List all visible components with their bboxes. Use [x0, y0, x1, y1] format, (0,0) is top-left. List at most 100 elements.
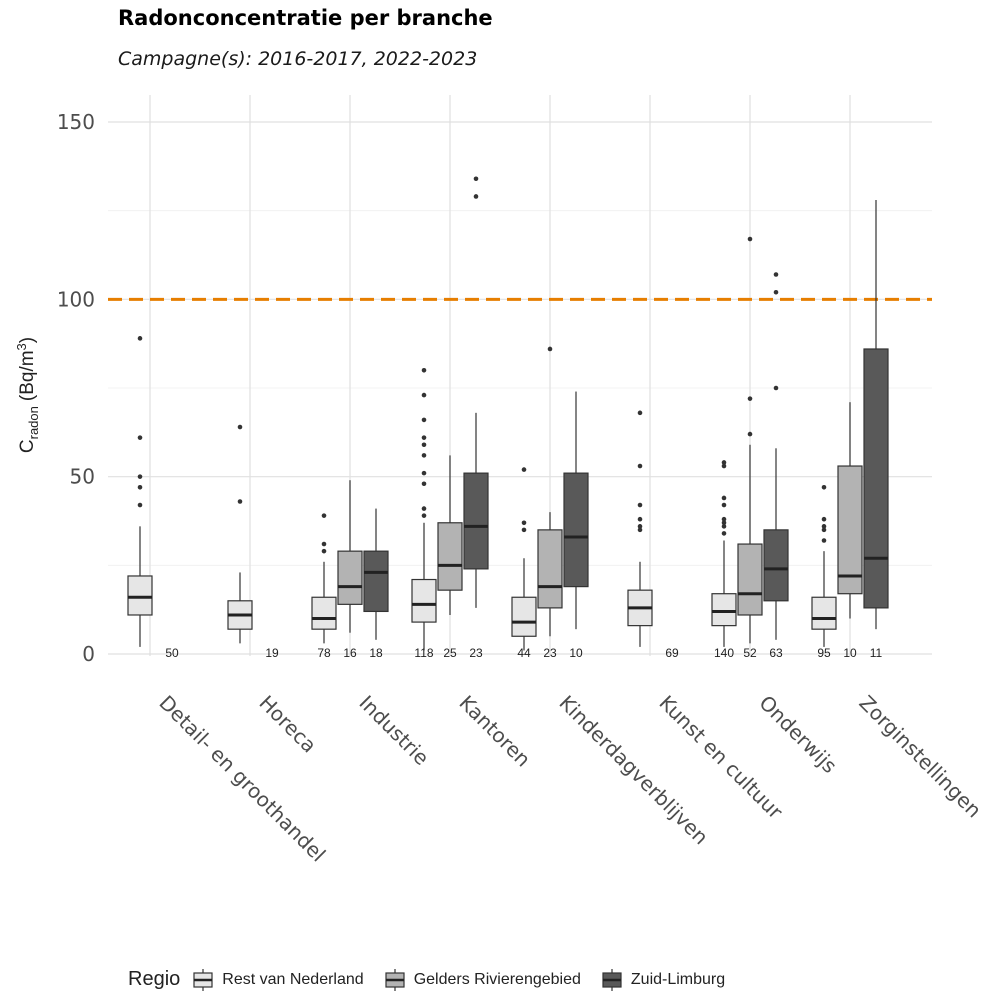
- outlier-point: [721, 520, 727, 526]
- outlier-point: [473, 194, 479, 199]
- y-axis-title-sub: radon: [26, 406, 41, 439]
- y-tick-label: 100: [57, 287, 95, 311]
- box-3-0: 118: [411, 367, 437, 660]
- legend-key-rest: [192, 968, 214, 991]
- outlier-point: [321, 541, 327, 547]
- outlier-point: [821, 524, 827, 529]
- count-label: 23: [469, 646, 483, 660]
- chart-title: Radonconcentratie per branche: [118, 6, 493, 30]
- outlier-point: [547, 346, 553, 352]
- outlier-point: [721, 502, 727, 508]
- count-label: 44: [517, 646, 531, 660]
- outlier-point: [637, 524, 643, 529]
- outlier-point: [137, 336, 143, 341]
- box-iqr: [337, 550, 363, 605]
- outlier-point: [637, 463, 643, 469]
- box-6-2: 63: [763, 272, 789, 660]
- legend-label-gelders: Gelders Rivierengebied: [413, 970, 581, 988]
- legend-label-zuid: Zuid-Limburg: [630, 970, 726, 988]
- box-7-1: 10: [837, 402, 863, 660]
- box-iqr: [127, 575, 153, 616]
- outlier-point: [637, 527, 643, 533]
- count-label: 69: [665, 646, 679, 660]
- legend-title: Regio: [128, 968, 181, 990]
- legend-swatch: [385, 968, 405, 991]
- y-axis-title: Cradon (Bq/m3): [14, 337, 41, 453]
- outlier-point: [421, 417, 427, 423]
- box-iqr: [763, 529, 789, 602]
- outlier-point: [721, 495, 727, 501]
- x-tick-label: Horeca: [254, 691, 321, 758]
- box-iqr: [863, 348, 889, 609]
- count-label: 16: [343, 646, 357, 660]
- outlier-point: [521, 467, 527, 472]
- count-label: 23: [543, 646, 557, 660]
- box-6-1: 52: [737, 236, 763, 660]
- box-5-0: 69: [627, 410, 679, 660]
- count-label: 10: [843, 646, 857, 660]
- box-4-0: 44: [511, 467, 537, 660]
- outlier-point: [721, 460, 727, 465]
- y-axis-title-unit: (Bq/m: [17, 350, 38, 401]
- count-label: 140: [714, 646, 734, 660]
- outlier-point: [747, 431, 753, 437]
- outlier-point: [321, 513, 327, 518]
- outlier-point: [721, 516, 727, 522]
- outlier-point: [747, 236, 753, 242]
- outlier-point: [721, 531, 727, 536]
- outlier-point: [747, 396, 753, 401]
- count-label: 19: [265, 646, 279, 660]
- boxes: 50 19 78 16 18 118 25 23 44 23 10 69 140 52 63 95 10 11: [127, 176, 889, 660]
- count-label: 78: [317, 646, 331, 660]
- count-label: 10: [569, 646, 583, 660]
- box-iqr: [363, 550, 389, 613]
- y-axis-title-close: ): [17, 337, 38, 343]
- box-4-1: 23: [537, 346, 563, 660]
- y-axis: 0 50 100 150: [57, 110, 95, 666]
- box-7-0: 95: [811, 485, 837, 660]
- y-tick-label: 150: [57, 110, 95, 134]
- x-tick-label: Onderwijs: [754, 691, 841, 778]
- x-tick-label: Kantoren: [454, 691, 535, 772]
- outlier-point: [421, 367, 427, 373]
- outlier-point: [637, 502, 643, 508]
- outlier-point: [137, 474, 143, 479]
- outlier-point: [821, 538, 827, 543]
- box-iqr: [511, 596, 537, 637]
- outlier-point: [421, 392, 427, 398]
- legend-key-zuid: [601, 968, 623, 991]
- count-label: 63: [769, 646, 783, 660]
- legend-swatch: [193, 968, 213, 991]
- outlier-point: [321, 548, 327, 554]
- legend-key-gelders: [384, 968, 406, 991]
- box-iqr: [711, 593, 737, 627]
- y-tick-label: 50: [70, 465, 95, 489]
- count-label: 25: [443, 646, 457, 660]
- outlier-point: [773, 289, 779, 295]
- box-iqr: [811, 596, 837, 630]
- outlier-point: [421, 442, 427, 448]
- outlier-point: [773, 385, 779, 391]
- outlier-point: [137, 485, 143, 490]
- box-3-1: 25: [437, 455, 463, 660]
- outlier-point: [237, 499, 243, 504]
- box-1-0: 19: [227, 424, 279, 660]
- count-label: 11: [870, 646, 883, 660]
- outlier-point: [237, 424, 243, 430]
- y-axis-title-main: C: [17, 439, 38, 453]
- legend-item-gelders: Gelders Rivierengebied: [384, 968, 581, 991]
- legend: Regio Rest van Nederland Gelders Riviere…: [128, 968, 745, 991]
- box-iqr: [563, 472, 589, 588]
- box-iqr: [311, 596, 337, 630]
- x-tick-label: Detail- en groothandel: [154, 691, 330, 867]
- box-iqr: [537, 529, 563, 609]
- outlier-point: [721, 463, 727, 469]
- box-4-2: 10: [563, 391, 589, 660]
- box-2-1: 16: [337, 480, 363, 660]
- count-label: 95: [817, 646, 831, 660]
- outlier-point: [637, 516, 643, 522]
- x-tick-label: Industrie: [354, 691, 433, 770]
- box-iqr: [411, 578, 437, 623]
